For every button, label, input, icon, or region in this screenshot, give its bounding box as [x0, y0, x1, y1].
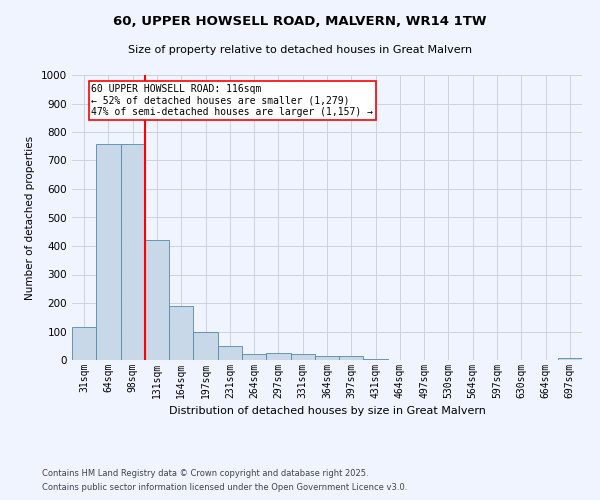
Bar: [96, 144, 121, 360]
Bar: [242, 354, 266, 360]
X-axis label: Distribution of detached houses by size in Great Malvern: Distribution of detached houses by size …: [169, 406, 485, 416]
Bar: [169, 306, 193, 360]
Bar: [72, 326, 96, 360]
Y-axis label: Number of detached properties: Number of detached properties: [25, 136, 35, 300]
Text: Contains public sector information licensed under the Open Government Licence v3: Contains public sector information licen…: [42, 484, 407, 492]
Bar: [145, 240, 169, 360]
Bar: [364, 359, 388, 360]
Bar: [121, 144, 145, 360]
Text: Size of property relative to detached houses in Great Malvern: Size of property relative to detached ho…: [128, 45, 472, 55]
Bar: [315, 356, 339, 360]
Bar: [290, 354, 315, 360]
Text: Contains HM Land Registry data © Crown copyright and database right 2025.: Contains HM Land Registry data © Crown c…: [42, 468, 368, 477]
Bar: [558, 358, 582, 360]
Bar: [339, 356, 364, 360]
Text: 60 UPPER HOWSELL ROAD: 116sqm
← 52% of detached houses are smaller (1,279)
47% o: 60 UPPER HOWSELL ROAD: 116sqm ← 52% of d…: [91, 84, 373, 116]
Bar: [266, 354, 290, 360]
Bar: [193, 332, 218, 360]
Bar: [218, 346, 242, 360]
Text: 60, UPPER HOWSELL ROAD, MALVERN, WR14 1TW: 60, UPPER HOWSELL ROAD, MALVERN, WR14 1T…: [113, 15, 487, 28]
